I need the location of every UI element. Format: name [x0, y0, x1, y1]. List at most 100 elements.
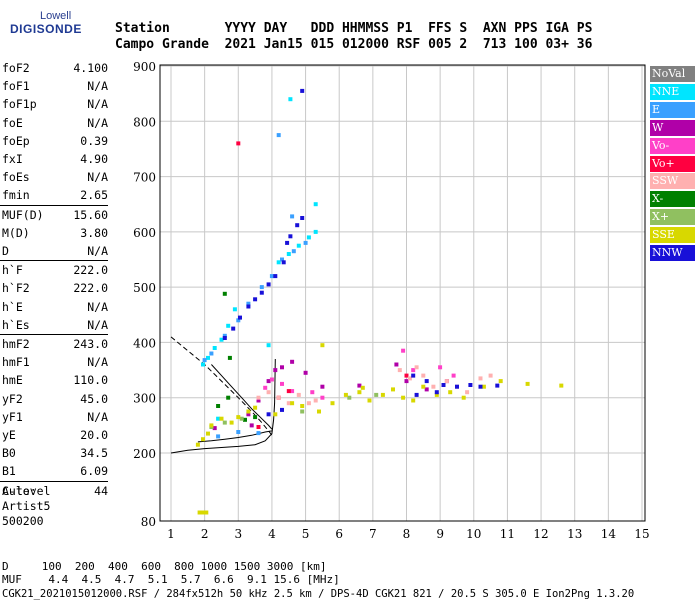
param-row: hmF1 N/A	[2, 354, 108, 370]
echo-point-nne	[232, 307, 237, 312]
param-name: foE	[2, 115, 23, 130]
param-row: hmE 110.0	[2, 372, 108, 388]
echo-point-sse	[201, 437, 205, 442]
echo-point-e	[246, 301, 251, 306]
echo-point-e	[269, 274, 274, 279]
echo-point-nnw	[434, 390, 439, 395]
echo-point-sse	[330, 401, 335, 406]
param-separator	[0, 334, 108, 335]
y-tick-label: 900	[133, 60, 156, 74]
echo-point-sse	[498, 379, 503, 384]
echo-point-vo-	[320, 395, 325, 400]
legend-item: E	[650, 101, 695, 118]
chart-grid	[160, 65, 645, 522]
param-separator	[0, 480, 108, 482]
echo-point-ssw	[397, 368, 402, 373]
echo-point-sse	[229, 420, 234, 425]
echo-point-nnw	[411, 373, 416, 378]
param-row: foF1 N/A	[2, 78, 108, 94]
param-name: foF1	[2, 79, 30, 94]
param-value: 15.60	[73, 207, 108, 222]
echo-point-x+	[239, 416, 244, 421]
echo-point-e	[202, 358, 207, 363]
param-row: B0 34.5	[2, 445, 108, 461]
echo-point-sse	[204, 510, 209, 515]
legend-item: X+	[650, 209, 695, 226]
echo-point-vo-	[401, 348, 406, 353]
trace-trace-bottom	[197, 430, 272, 443]
y-tick-label: 400	[133, 336, 156, 350]
echo-point-nnw	[478, 384, 483, 389]
echo-point-x+	[300, 409, 305, 414]
footer-file-line: CGK21_2021015012000.RSF / 284fx512h 50 k…	[2, 588, 635, 600]
param-row: h`Es N/A	[2, 317, 108, 333]
echo-point-nnw	[266, 412, 271, 417]
echo-point-sse	[367, 398, 372, 403]
echo-point-ssw	[296, 392, 301, 397]
param-separator	[0, 260, 108, 262]
echo-point-vo-	[310, 390, 315, 395]
param-name: B0	[2, 446, 16, 461]
param-name: hmF2	[2, 337, 30, 351]
param-row: h`F 222.0	[2, 262, 108, 278]
param-separator	[0, 204, 108, 206]
echo-point-nnw	[259, 290, 264, 295]
legend-item: X-	[650, 191, 695, 208]
echo-point-ssw	[465, 390, 470, 395]
echo-point-nne	[306, 235, 311, 240]
y-tick-label: 800	[133, 115, 156, 129]
echo-point-vo+	[236, 141, 241, 146]
echo-point-sse	[401, 395, 406, 400]
echo-point-ssw	[286, 401, 291, 406]
echo-point-e	[222, 333, 227, 338]
header-line-2: Campo Grande 2021 Jan15 015 012000 RSF 0…	[115, 37, 593, 52]
echo-point-w	[394, 362, 399, 367]
legend-item: NNE	[650, 83, 695, 100]
y-tick-label: 700	[133, 171, 156, 185]
x-tick-label: 6	[335, 527, 343, 541]
echo-point-nnw	[253, 297, 258, 302]
param-row: fxI 4.90	[2, 151, 108, 167]
echo-point-sse	[195, 442, 200, 447]
echo-point-nnw	[266, 282, 271, 287]
echo-point-w	[320, 384, 325, 389]
param-name: foF2	[2, 61, 30, 75]
param-name: hmE	[2, 373, 23, 388]
echo-point-ssw	[444, 379, 449, 384]
param-value: N/A	[87, 170, 108, 185]
param-value: 45.0	[80, 391, 108, 406]
param-row: foF1p N/A	[2, 96, 108, 112]
echo-point-e	[236, 430, 241, 434]
auto-artist: Artist5	[2, 499, 51, 513]
param-name: M(D)	[2, 225, 30, 240]
param-row: MUF(D) 15.60	[2, 207, 108, 223]
x-tick-label: 15	[634, 527, 649, 541]
param-name: MUF(D)	[2, 207, 44, 222]
param-value: 6.09	[80, 464, 108, 479]
echo-point-nnw	[222, 336, 227, 340]
x-tick-label: 9	[436, 527, 444, 541]
echo-point-nnw	[273, 274, 278, 279]
echo-point-ssw	[407, 376, 412, 381]
echo-point-vo-	[263, 385, 268, 390]
echo-point-w	[266, 379, 271, 384]
param-value: 2.65	[80, 188, 108, 203]
param-row: yF1 N/A	[2, 409, 108, 425]
echo-point-vo-	[280, 381, 284, 386]
echo-point-nne	[313, 229, 318, 234]
echo-point-sse	[290, 401, 295, 406]
echo-point-vo-	[438, 365, 443, 370]
auto-code: 500200	[2, 514, 44, 528]
echo-point-x-	[216, 404, 221, 408]
echo-point-nnw	[295, 223, 300, 228]
echo-point-sse	[421, 384, 426, 389]
logo-lowell: Lowell	[40, 10, 72, 22]
echo-point-e	[216, 434, 221, 439]
echo-point-nnw	[424, 379, 429, 384]
x-tick-label: 13	[567, 527, 582, 541]
x-tick-label: 5	[302, 527, 310, 541]
header-line-1: Station YYYY DAY DDD HHMMSS P1 FFS S AXN…	[115, 21, 593, 36]
echo-point-sse	[219, 416, 224, 421]
echo-point-vo+	[404, 373, 409, 378]
echo-point-w	[249, 423, 254, 428]
